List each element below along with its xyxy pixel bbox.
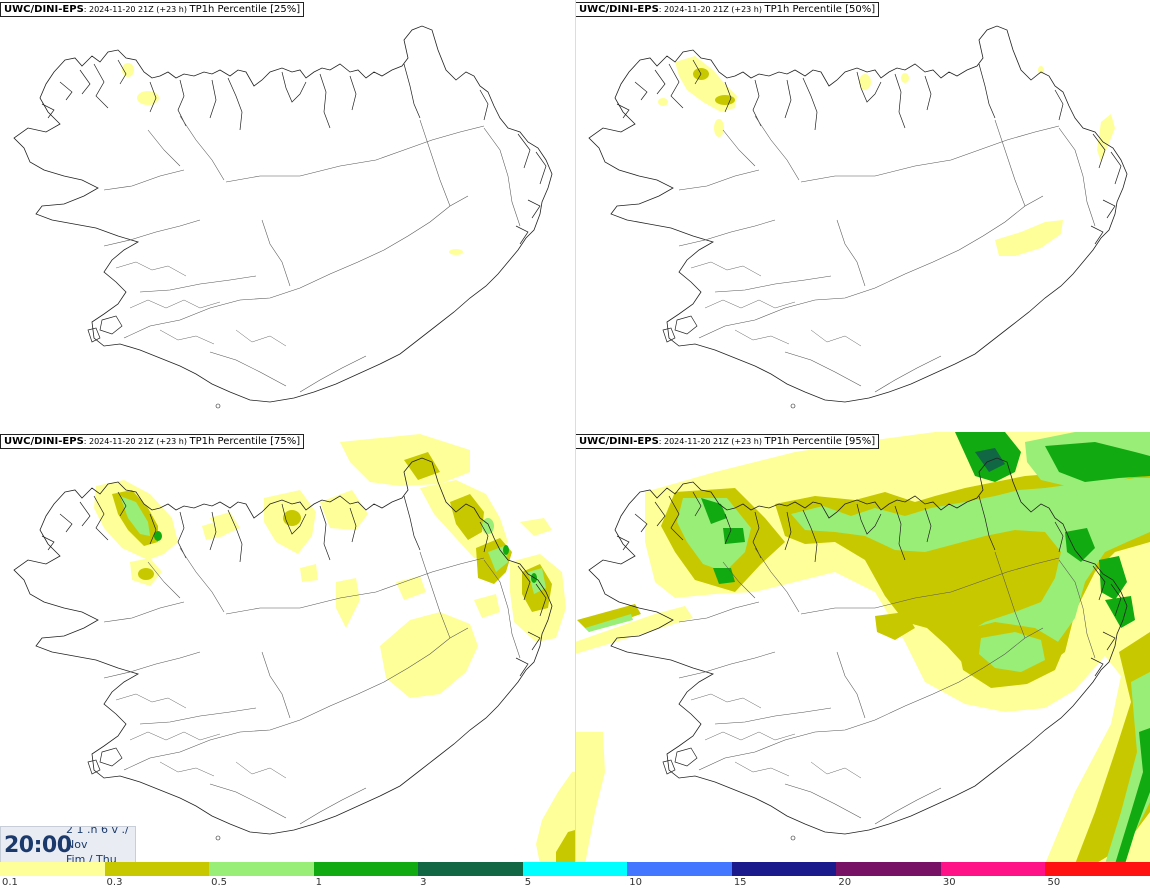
vertical-divider (575, 0, 576, 862)
colorbar-tick-label: 0.3 (106, 877, 123, 888)
run-info: : 2024-11-20 21Z (+23 h) (658, 5, 765, 14)
panel-title: UWC/DINI-EPS: 2024-11-20 21Z (+23 h) TP1… (0, 2, 305, 17)
run-info: : 2024-11-20 21Z (+23 h) (658, 437, 765, 446)
valid-time: 20:00 (4, 833, 72, 858)
precip-colorbar (0, 862, 1150, 876)
run-info: : 2024-11-20 21Z (+23 h) (83, 5, 190, 14)
product-name: TP1h Percentile [75%] (189, 436, 301, 447)
colorbar-tick-label: 0.1 (2, 877, 18, 888)
colorbar-segment (1045, 862, 1150, 876)
map-panel-p25: UWC/DINI-EPS: 2024-11-20 21Z (+23 h) TP1… (0, 0, 575, 432)
precip-map-p95 (575, 432, 1150, 864)
colorbar-segment (209, 862, 314, 876)
colorbar-segment (313, 862, 419, 876)
model-name: UWC/DINI-EPS (4, 4, 84, 15)
colorbar-segment (836, 862, 941, 876)
colorbar-tick-label: 5 (524, 877, 532, 888)
colorbar-segment (731, 862, 837, 876)
colorbar-tick-label: 0.5 (211, 877, 227, 888)
colorbar-segment (104, 862, 210, 876)
colorbar-ticks: 0.1 0.3 0.5 1 3 5 10 15 20 30 50 (0, 876, 1150, 891)
model-name: UWC/DINI-EPS (579, 4, 659, 15)
colorbar-tick-label: 50 (1047, 877, 1061, 888)
valid-date-line: 2 1 .n 6 v ./ (66, 826, 129, 836)
precip-map-p25 (13, 25, 553, 409)
panel-title: UWC/DINI-EPS: 2024-11-20 21Z (+23 h) TP1… (575, 434, 880, 449)
run-info: : 2024-11-20 21Z (+23 h) (83, 437, 190, 446)
panel-title: UWC/DINI-EPS: 2024-11-20 21Z (+23 h) TP1… (575, 2, 880, 17)
precip-map-p75 (13, 434, 575, 864)
map-panel-p95: UWC/DINI-EPS: 2024-11-20 21Z (+23 h) TP1… (575, 432, 1150, 864)
valid-weekday: Fim / Thu (66, 853, 117, 864)
valid-time-box: 20:00 2 1 .n 6 v ./ Nov Fim / Thu (0, 826, 136, 864)
panel-title: UWC/DINI-EPS: 2024-11-20 21Z (+23 h) TP1… (0, 434, 305, 449)
colorbar-tick-label: 20 (838, 877, 852, 888)
colorbar-tick-label: 1 (315, 877, 322, 888)
product-name: TP1h Percentile [50%] (764, 4, 876, 15)
valid-month: Nov (66, 838, 88, 851)
product-name: TP1h Percentile [25%] (189, 4, 301, 15)
colorbar-segment (627, 862, 732, 876)
colorbar-segment (522, 862, 628, 876)
precip-map-p50 (588, 25, 1128, 409)
colorbar-segment (940, 862, 1046, 876)
colorbar-tick-label: 30 (942, 877, 956, 888)
colorbar-tick-label: 15 (733, 877, 747, 888)
model-name: UWC/DINI-EPS (4, 436, 84, 447)
colorbar-tick-label: 10 (629, 877, 642, 888)
colorbar-segment (418, 862, 523, 876)
colorbar-segment (0, 862, 105, 876)
map-panel-p75: UWC/DINI-EPS: 2024-11-20 21Z (+23 h) TP1… (0, 432, 575, 864)
map-panel-p50: UWC/DINI-EPS: 2024-11-20 21Z (+23 h) TP1… (575, 0, 1150, 432)
product-name: TP1h Percentile [95%] (764, 436, 876, 447)
colorbar-tick-label: 3 (420, 877, 427, 888)
model-name: UWC/DINI-EPS (579, 436, 659, 447)
